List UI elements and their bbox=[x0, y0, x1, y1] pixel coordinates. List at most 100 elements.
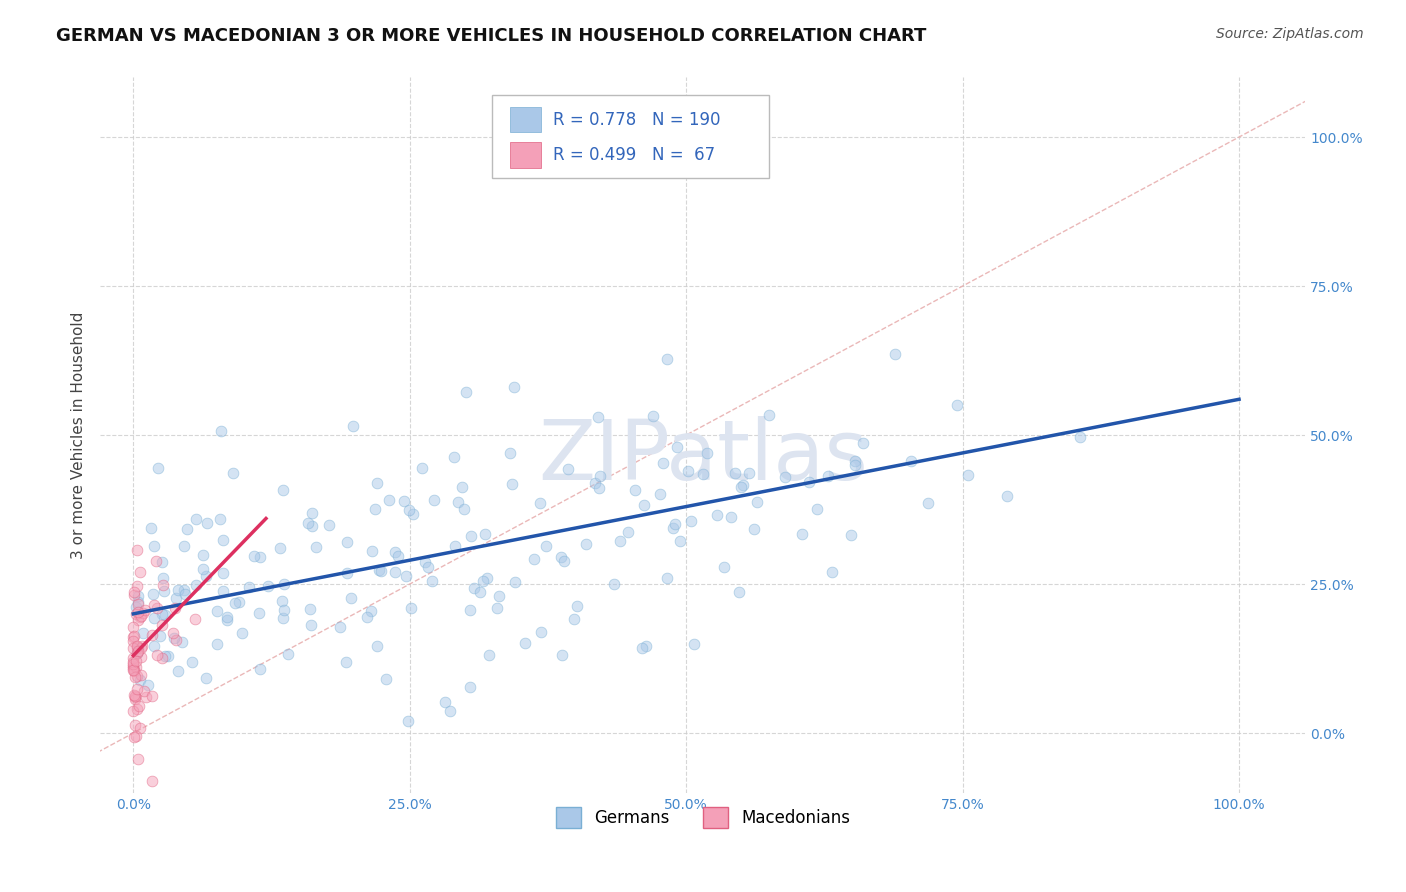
Point bbox=[273, 603, 295, 617]
Point bbox=[299, 601, 322, 615]
Point bbox=[124, 690, 146, 704]
Point bbox=[238, 580, 260, 594]
Point bbox=[730, 480, 752, 494]
Point bbox=[125, 669, 148, 683]
Point bbox=[416, 559, 439, 574]
Point bbox=[127, 644, 149, 658]
Point bbox=[773, 470, 796, 484]
Point bbox=[665, 440, 688, 454]
Point bbox=[273, 577, 295, 591]
Point bbox=[655, 351, 678, 366]
Point bbox=[129, 640, 152, 655]
Point bbox=[197, 516, 219, 530]
Point bbox=[477, 571, 499, 585]
Point bbox=[166, 583, 188, 598]
Point bbox=[127, 640, 149, 655]
Point bbox=[125, 681, 148, 696]
Point bbox=[122, 730, 145, 744]
Point bbox=[271, 483, 294, 498]
Point bbox=[127, 613, 149, 627]
Point bbox=[501, 476, 523, 491]
Point bbox=[212, 533, 235, 548]
Point bbox=[191, 548, 214, 562]
Point bbox=[720, 509, 742, 524]
Point bbox=[135, 690, 157, 705]
Point bbox=[375, 672, 398, 686]
Point bbox=[747, 495, 769, 509]
Point bbox=[184, 512, 207, 526]
Point bbox=[443, 450, 465, 465]
Point bbox=[415, 555, 437, 569]
Point bbox=[176, 522, 198, 536]
Point bbox=[630, 641, 652, 656]
Point bbox=[458, 603, 481, 617]
Point bbox=[146, 600, 169, 615]
Point bbox=[271, 594, 294, 608]
Point bbox=[122, 663, 145, 677]
Point bbox=[152, 571, 174, 585]
Point bbox=[122, 704, 145, 718]
Point bbox=[132, 683, 155, 698]
Point bbox=[361, 544, 384, 558]
Point bbox=[243, 549, 266, 564]
Point bbox=[215, 613, 238, 627]
Point bbox=[360, 604, 382, 618]
Y-axis label: 3 or more Vehicles in Household: 3 or more Vehicles in Household bbox=[72, 311, 86, 558]
Point bbox=[124, 718, 146, 732]
Point bbox=[503, 574, 526, 589]
Point bbox=[125, 639, 148, 653]
Point bbox=[633, 498, 655, 512]
FancyBboxPatch shape bbox=[510, 107, 541, 132]
Point bbox=[173, 582, 195, 597]
Point bbox=[124, 599, 146, 614]
Point bbox=[356, 610, 378, 624]
Point bbox=[122, 661, 145, 675]
Point bbox=[336, 534, 359, 549]
Point bbox=[122, 663, 145, 677]
Point bbox=[454, 384, 477, 399]
Point bbox=[471, 574, 494, 588]
Point bbox=[634, 639, 657, 653]
Point bbox=[122, 629, 145, 643]
Point bbox=[122, 640, 145, 655]
Point bbox=[212, 584, 235, 599]
Text: ZIPatlas: ZIPatlas bbox=[538, 416, 868, 497]
Point bbox=[731, 478, 754, 492]
Point bbox=[434, 696, 457, 710]
Point bbox=[166, 665, 188, 679]
Point bbox=[575, 537, 598, 551]
Point bbox=[589, 468, 612, 483]
Point bbox=[329, 619, 352, 633]
Point bbox=[706, 508, 728, 522]
Point bbox=[224, 596, 246, 610]
Point bbox=[394, 494, 416, 508]
Point bbox=[129, 650, 152, 665]
Point bbox=[839, 528, 862, 542]
Point bbox=[529, 496, 551, 510]
Point bbox=[194, 672, 217, 686]
Point bbox=[122, 659, 145, 673]
Point bbox=[122, 689, 145, 703]
Point bbox=[652, 456, 675, 470]
Point bbox=[127, 752, 149, 766]
Point bbox=[124, 660, 146, 674]
Point bbox=[174, 587, 197, 601]
Point bbox=[125, 654, 148, 668]
Point bbox=[128, 698, 150, 713]
Point bbox=[150, 555, 173, 569]
Point bbox=[122, 657, 145, 672]
Legend: Germans, Macedonians: Germans, Macedonians bbox=[548, 801, 856, 834]
Point bbox=[758, 408, 780, 422]
Point bbox=[453, 502, 475, 516]
Point bbox=[342, 419, 364, 434]
Point bbox=[124, 689, 146, 703]
Point bbox=[127, 647, 149, 661]
Point bbox=[277, 647, 299, 661]
Point bbox=[420, 574, 443, 588]
Point bbox=[945, 398, 967, 412]
Point bbox=[474, 526, 496, 541]
FancyBboxPatch shape bbox=[492, 95, 769, 178]
Point bbox=[696, 446, 718, 460]
Point bbox=[662, 521, 685, 535]
Point bbox=[536, 539, 558, 553]
